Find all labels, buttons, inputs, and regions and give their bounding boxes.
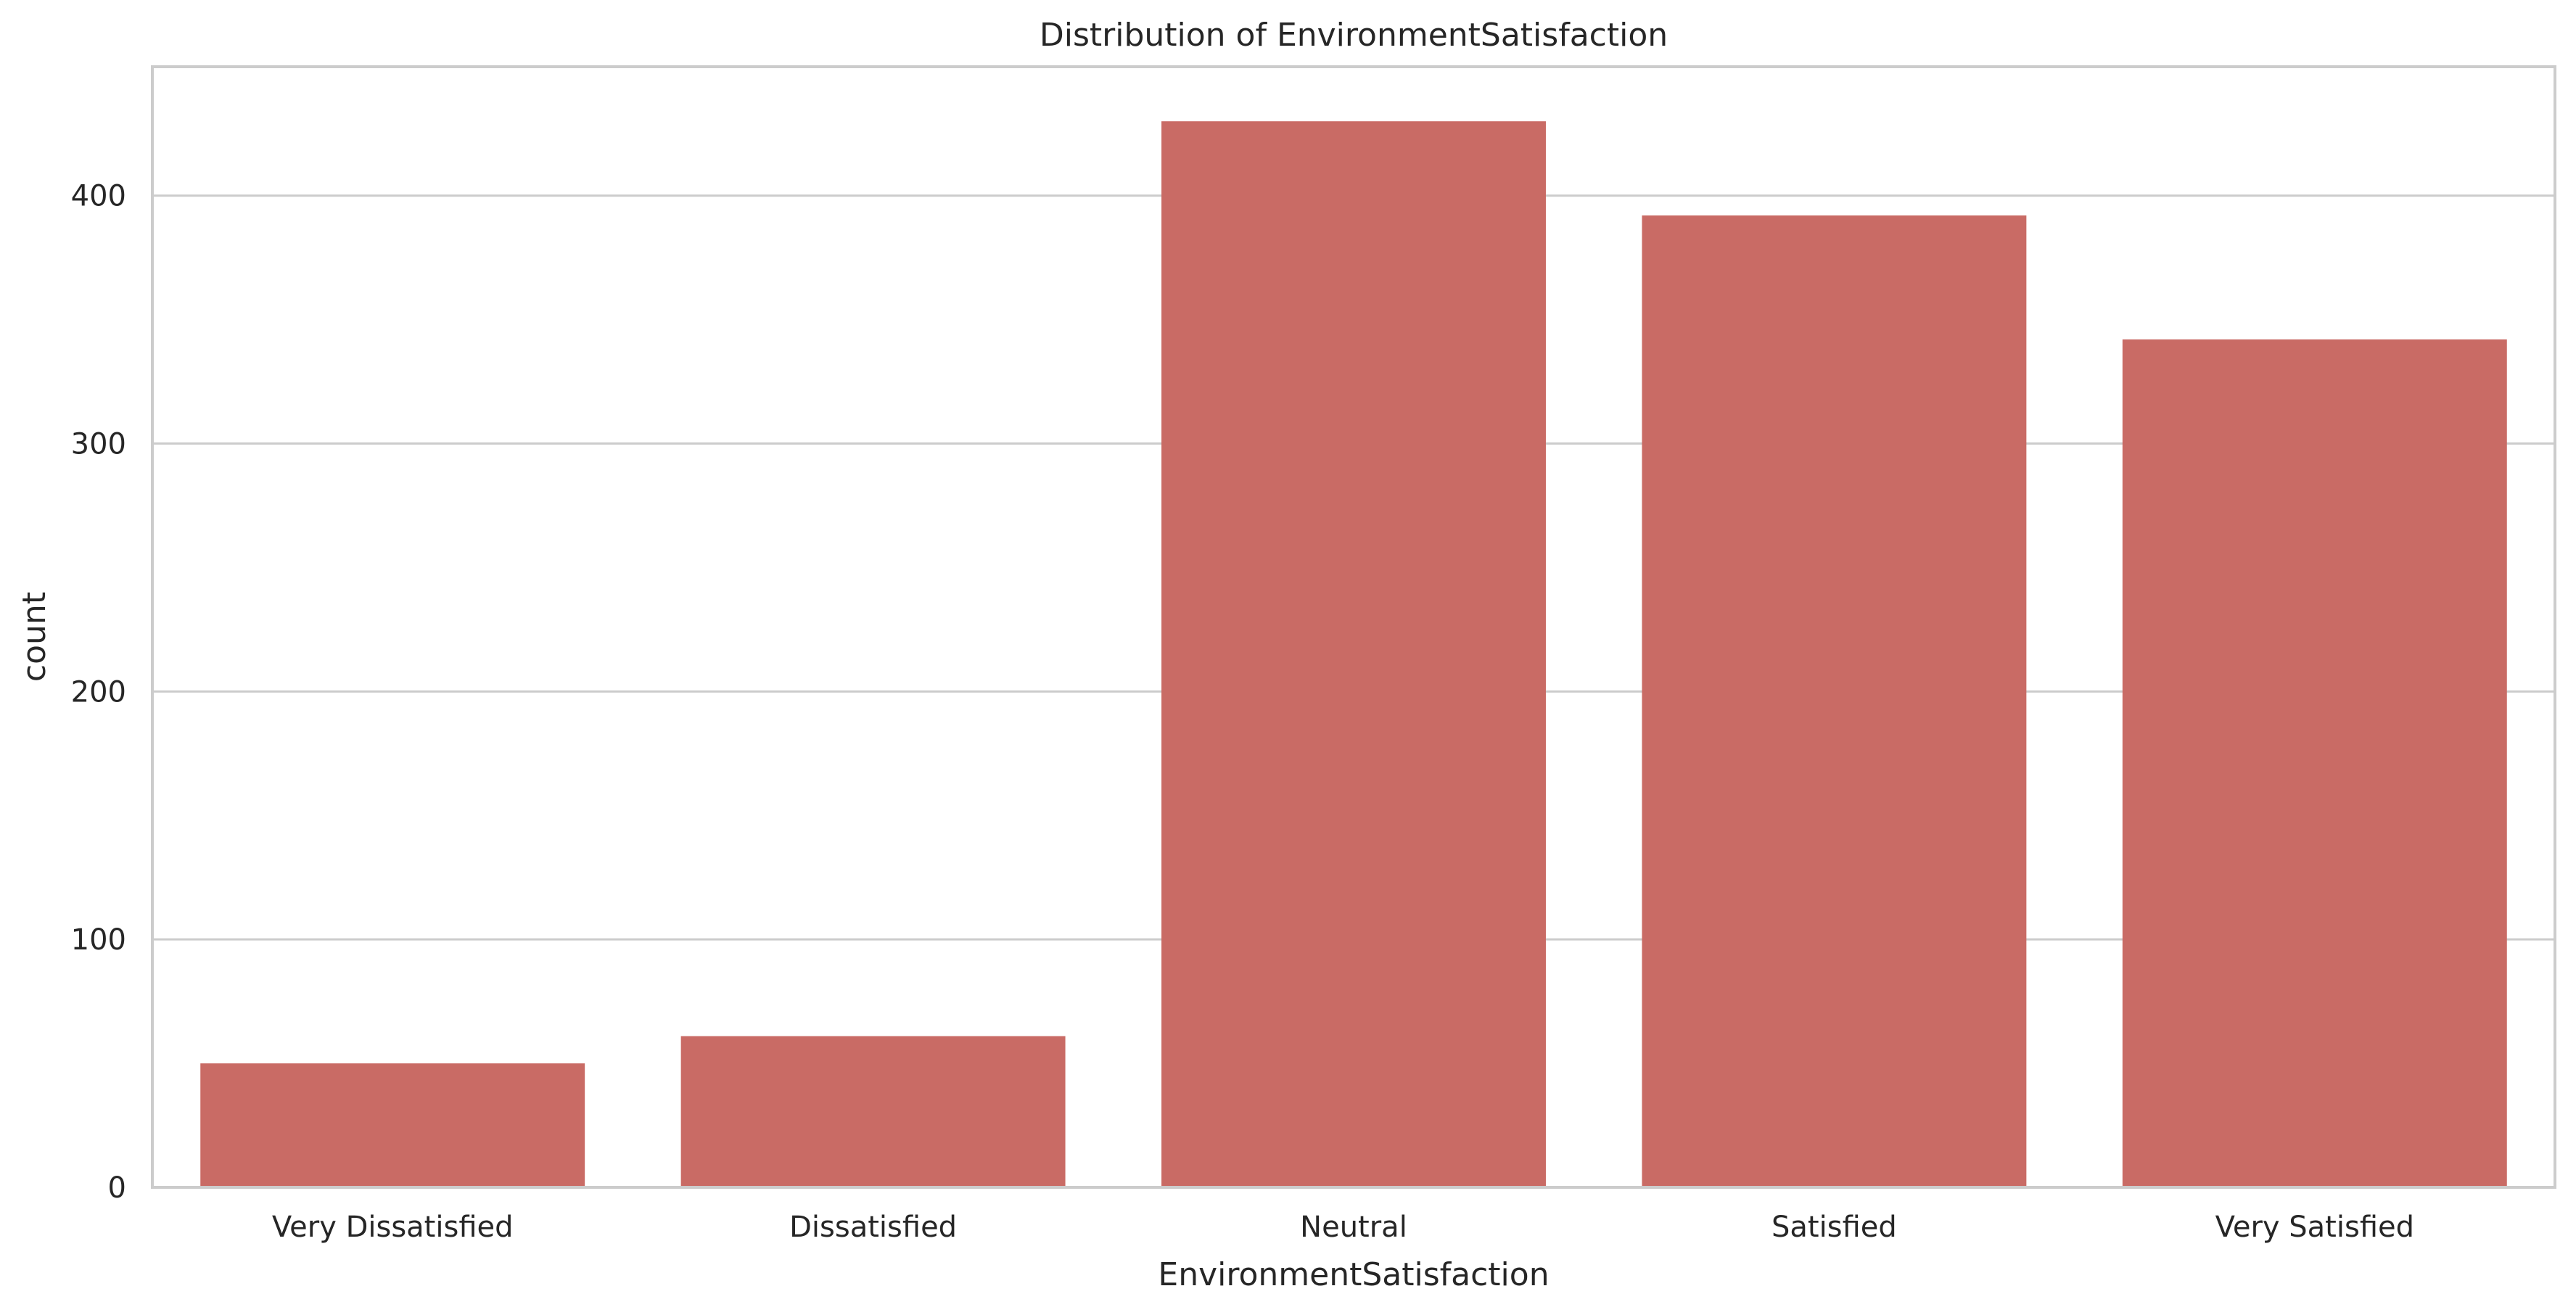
y-tick-label: 200	[71, 675, 126, 709]
bar-satisfied	[1642, 215, 2027, 1187]
bar-neutral	[1161, 121, 1546, 1188]
x-tick-labels: Very Dissatisfied Dissatisfied Neutral Sati…	[272, 1211, 2414, 1244]
bar-dissatisfied	[680, 1036, 1066, 1187]
x-tick-label: Very Satisfied	[2215, 1211, 2414, 1244]
x-tick-label: Neutral	[1300, 1211, 1407, 1244]
y-tick-label: 100	[71, 923, 126, 957]
x-axis-label: EnvironmentSatisfaction	[1158, 1256, 1549, 1293]
y-tick-labels: 0 100 200 300 400	[71, 180, 126, 1205]
plot-frame	[151, 65, 2556, 1189]
bars	[200, 121, 2507, 1188]
chart-title: Distribution of EnvironmentSatisfaction	[1040, 17, 1668, 54]
y-tick-label: 400	[71, 180, 126, 213]
bar-very-satisfied	[2122, 339, 2507, 1187]
x-tick-label: Satisfied	[1771, 1211, 1897, 1244]
x-tick-label: Very Dissatisfied	[272, 1211, 514, 1244]
y-axis-label: count	[16, 592, 53, 682]
y-tick-label: 0	[108, 1171, 126, 1205]
y-tick-label: 300	[71, 428, 126, 461]
x-tick-label: Dissatisfied	[789, 1211, 957, 1244]
bar-very-dissatisfied	[200, 1063, 585, 1187]
